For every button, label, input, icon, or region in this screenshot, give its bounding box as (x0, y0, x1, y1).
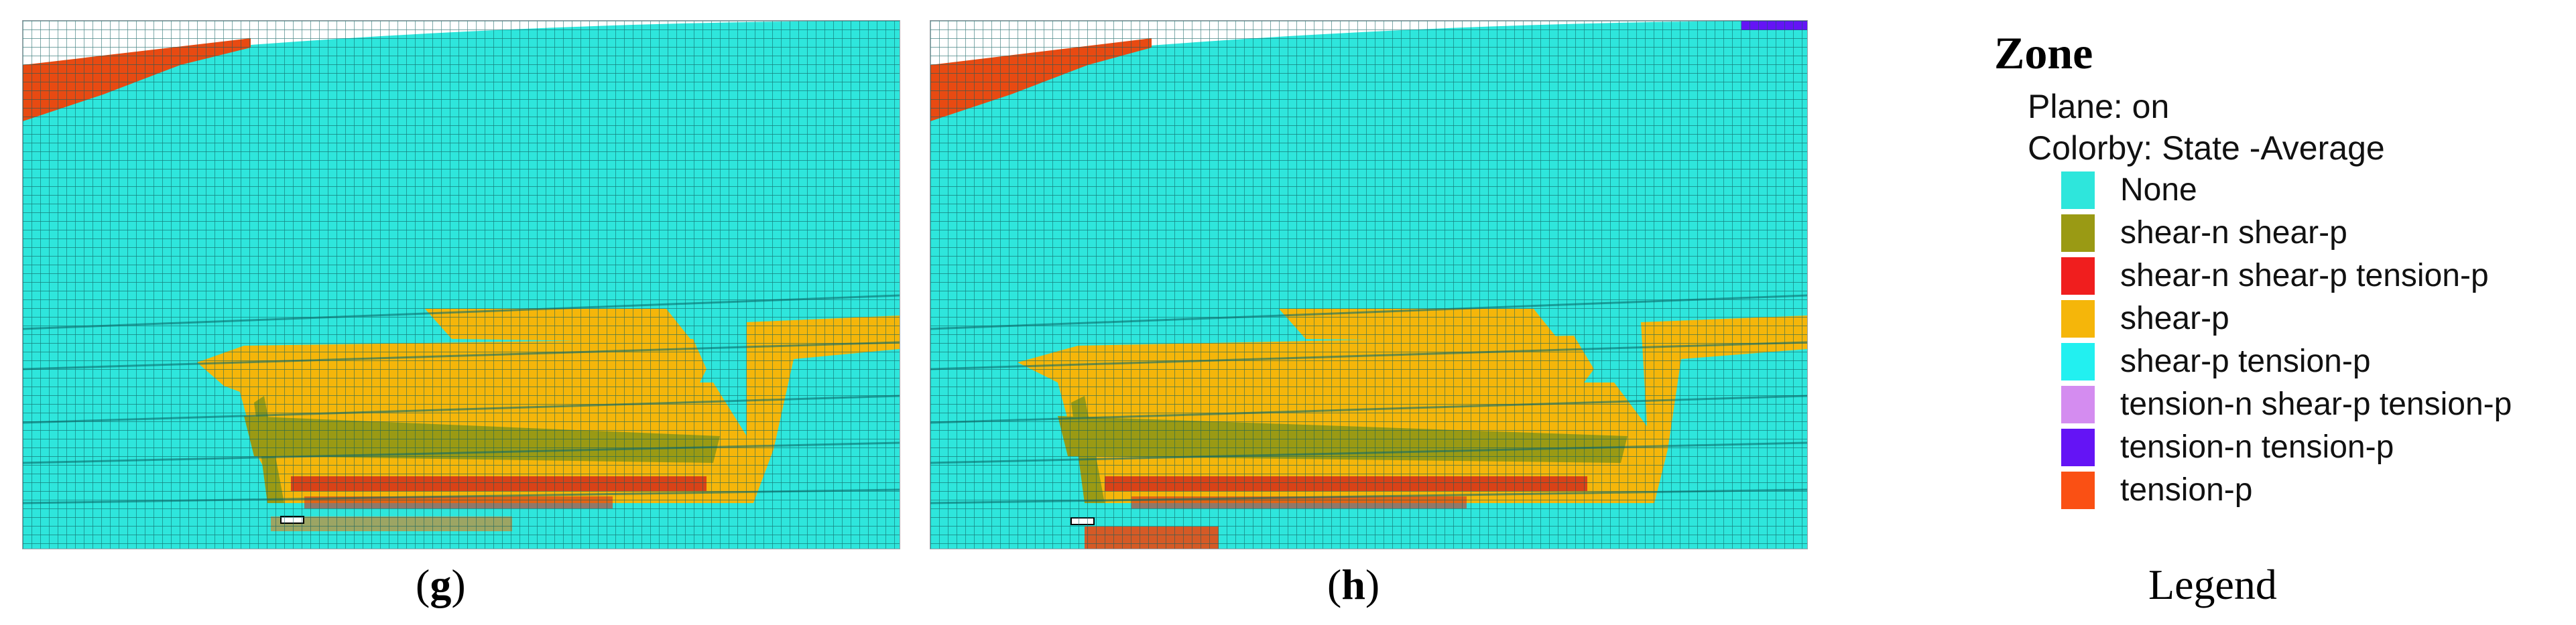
caption-letter: g (430, 561, 452, 608)
caption-open-paren: ( (416, 561, 430, 608)
mesh-grid-h (930, 21, 1807, 549)
legend-title: Zone (1994, 27, 2093, 78)
legend-item: tension-p (2061, 469, 2571, 509)
legend-item: tension-n shear-p tension-p (2061, 383, 2571, 423)
caption-letter: h (1341, 561, 1365, 608)
panel-caption-g: (g) (416, 560, 466, 610)
legend-item: shear-p tension-p (2061, 340, 2571, 380)
legend-item: shear-n shear-p tension-p (2061, 255, 2571, 295)
legend-item: shear-p (2061, 297, 2571, 338)
legend-item-label: tension-n shear-p tension-p (2120, 387, 2512, 422)
legend-item-label: shear-p tension-p (2120, 344, 2371, 379)
legend-item-label: tension-p (2120, 472, 2253, 508)
mesh-grid-g (23, 21, 900, 549)
legend-swatch (2061, 257, 2095, 295)
caption-close-paren: ) (451, 561, 466, 608)
caption-open-paren: ( (1327, 561, 1342, 608)
legend-item: None (2061, 169, 2571, 209)
legend-item: shear-n shear-p (2061, 212, 2571, 252)
legend-swatch (2061, 214, 2095, 252)
legend-item-label: tension-n tension-p (2120, 429, 2394, 465)
legend: Zone Plane: on Colorby: State -Average N… (1994, 27, 2564, 536)
legend-item-label: None (2120, 172, 2197, 208)
legend-swatch (2061, 472, 2095, 509)
zone-plot-panel-h (930, 20, 1808, 549)
legend-caption: Legend (2148, 561, 2277, 608)
legend-item-label: shear-p (2120, 301, 2229, 336)
legend-colorby-line: Colorby: State -Average (2028, 129, 2385, 167)
zone-plot-panel-g (22, 20, 900, 549)
zone-plot-g-svg (23, 21, 900, 549)
legend-swatch (2061, 386, 2095, 423)
legend-swatch (2061, 300, 2095, 338)
legend-item-label: shear-n shear-p (2120, 215, 2347, 251)
panel-caption-h: (h) (1327, 560, 1379, 610)
legend-swatch (2061, 429, 2095, 466)
legend-plane-line: Plane: on (2028, 88, 2170, 125)
zone-plot-h-svg (930, 21, 1807, 549)
legend-item: tension-n tension-p (2061, 426, 2571, 466)
legend-swatch (2061, 171, 2095, 209)
legend-item-label: shear-n shear-p tension-p (2120, 258, 2489, 293)
legend-swatch (2061, 343, 2095, 380)
caption-close-paren: ) (1365, 561, 1380, 608)
